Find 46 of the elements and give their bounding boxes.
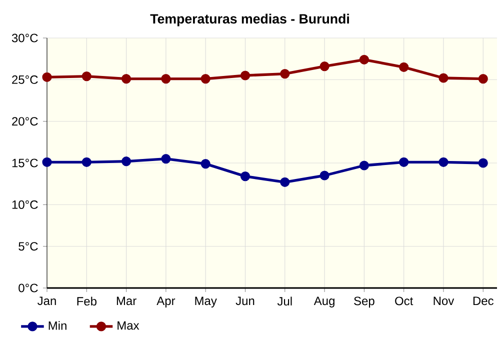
x-tick-label: Aug (314, 296, 334, 308)
x-tick-label: Jun (236, 296, 254, 306)
y-tick-label: 20°C (12, 117, 38, 126)
y-tick-label: 15°C (12, 158, 38, 168)
y-tick-label: 30°C (12, 34, 38, 42)
point (359, 160, 369, 170)
point (240, 172, 250, 182)
x-tick-label: Feb (77, 296, 96, 306)
point (161, 154, 171, 164)
y-tick-label: 0°C (18, 284, 38, 292)
legend-label: Max (118, 321, 140, 330)
x-tick-label: May (195, 296, 217, 308)
x-tick-label: Jul (277, 296, 292, 306)
legend-label: Min (48, 321, 66, 330)
point (82, 72, 92, 82)
x-tick-label: Jan (38, 296, 56, 306)
point (280, 177, 290, 187)
point (320, 62, 330, 72)
point (200, 74, 210, 84)
point (240, 70, 250, 80)
x-tick-label: Dec (473, 296, 494, 306)
x-tick-label: Oct (395, 296, 414, 306)
x-tick-label: Mar (116, 296, 136, 306)
x-tick-label: Sep (354, 296, 374, 308)
x-tick-label: Nov (434, 296, 454, 306)
point (121, 74, 132, 84)
point (438, 157, 448, 167)
point (359, 54, 369, 64)
point (320, 170, 330, 180)
point (399, 62, 409, 72)
point (478, 74, 488, 84)
point (42, 157, 52, 167)
point (121, 156, 132, 166)
x-tick-label: Apr (156, 296, 176, 308)
point (478, 158, 488, 168)
point (200, 159, 210, 169)
y-tick-label: 10°C (12, 200, 38, 209)
point (42, 72, 52, 82)
y-tick-label: 25°C (12, 75, 38, 84)
point (399, 157, 409, 167)
point (161, 74, 171, 84)
point (280, 69, 290, 79)
chart-title: Temperaturas medias - Burundi (150, 14, 349, 26)
point (438, 73, 448, 83)
point (82, 157, 92, 167)
y-tick-label: 5°C (18, 242, 38, 251)
